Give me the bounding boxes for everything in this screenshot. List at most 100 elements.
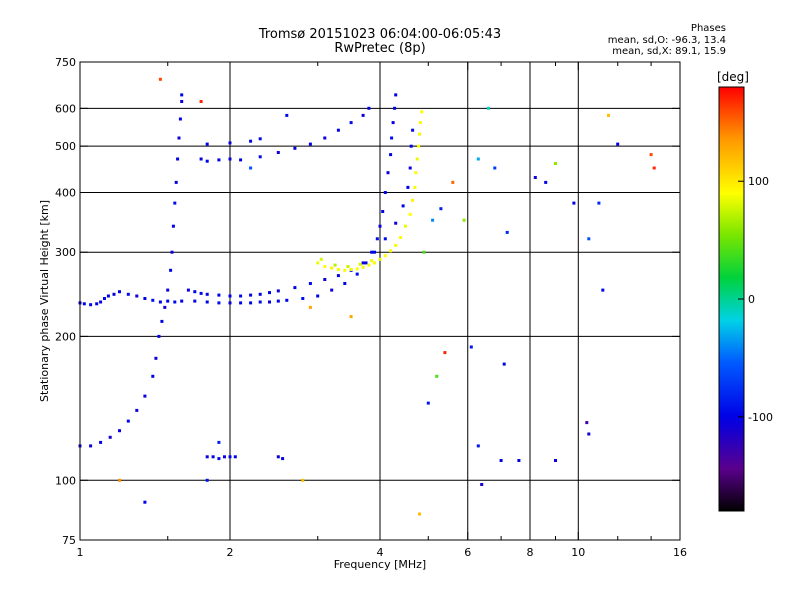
data-point <box>176 157 180 161</box>
data-point <box>106 294 110 298</box>
data-point <box>249 301 253 305</box>
data-point <box>414 171 418 175</box>
data-point <box>217 457 221 461</box>
data-point <box>330 266 334 270</box>
data-point <box>333 263 337 267</box>
data-point <box>316 294 320 298</box>
data-point <box>370 259 374 263</box>
colorbar-tick-label: 0 <box>748 293 755 306</box>
data-point <box>276 299 280 303</box>
data-point <box>390 136 394 140</box>
data-point <box>301 297 305 300</box>
data-point <box>118 478 121 482</box>
data-point <box>89 303 93 307</box>
data-point <box>103 297 106 300</box>
data-point <box>373 261 376 265</box>
data-point <box>418 121 422 125</box>
data-point <box>323 265 327 268</box>
data-point <box>281 457 285 461</box>
data-point <box>355 272 359 276</box>
data-point <box>276 289 280 293</box>
data-point <box>323 136 327 140</box>
data-point <box>180 100 184 103</box>
phases-o-stats: mean, sd,O: -96.3, 13.4 <box>607 35 726 46</box>
data-point <box>180 299 184 303</box>
data-point <box>349 315 353 319</box>
data-point <box>355 267 359 271</box>
data-point <box>177 136 181 140</box>
data-point <box>293 286 297 290</box>
data-point <box>205 300 209 304</box>
y-tick-label: 400 <box>55 186 76 199</box>
data-point <box>276 455 280 459</box>
data-point <box>373 250 376 254</box>
data-point <box>217 440 221 444</box>
data-point <box>426 401 430 405</box>
data-point <box>394 243 398 247</box>
data-point <box>370 250 374 254</box>
data-point <box>205 159 209 163</box>
data-point <box>408 166 412 170</box>
data-point <box>205 455 209 459</box>
data-point <box>439 207 443 211</box>
data-point <box>383 254 387 258</box>
data-point <box>367 263 371 267</box>
chart-title: Tromsø 20151023 06:04:00-06:05:43 <box>258 27 502 42</box>
y-tick-label: 500 <box>55 140 76 153</box>
data-point <box>258 137 262 141</box>
data-point <box>258 292 262 296</box>
x-tick-label: 2 <box>227 546 234 559</box>
data-point <box>587 237 591 241</box>
data-point <box>462 218 466 222</box>
y-tick-label: 750 <box>55 56 76 69</box>
data-point <box>502 362 506 366</box>
data-point <box>554 162 557 165</box>
data-point <box>346 265 350 268</box>
data-point <box>143 297 147 300</box>
data-point <box>285 298 289 302</box>
data-point <box>486 106 490 110</box>
data-point <box>533 176 537 179</box>
data-point <box>308 305 312 309</box>
data-point <box>228 157 232 161</box>
data-point <box>652 166 656 170</box>
data-point <box>308 282 312 285</box>
phases-title: Phases <box>690 23 726 34</box>
data-point <box>413 185 417 189</box>
data-point <box>173 300 177 304</box>
data-point <box>258 155 262 159</box>
data-point <box>389 249 393 253</box>
x-tick-label: 10 <box>571 546 585 559</box>
data-point <box>228 141 232 145</box>
data-point <box>393 106 397 110</box>
data-point <box>193 299 197 303</box>
data-point <box>408 212 412 216</box>
data-point <box>276 151 280 154</box>
data-point <box>383 237 387 241</box>
data-point <box>205 478 209 482</box>
data-point <box>170 250 174 254</box>
data-point <box>480 483 484 486</box>
data-point <box>193 290 197 294</box>
data-point <box>476 444 480 448</box>
data-point <box>406 185 410 189</box>
data-point <box>435 374 439 378</box>
data-point <box>499 459 503 462</box>
data-point <box>601 288 605 292</box>
data-point <box>205 292 209 296</box>
data-point <box>418 512 421 516</box>
x-tick-label: 6 <box>464 546 471 559</box>
data-point <box>217 158 221 162</box>
data-point <box>268 291 271 295</box>
data-point <box>323 278 327 281</box>
data-point <box>112 292 116 296</box>
data-point <box>469 345 473 349</box>
data-point <box>258 300 262 304</box>
data-point <box>411 198 415 202</box>
data-point <box>158 77 162 81</box>
data-point <box>217 301 221 305</box>
data-point <box>239 301 243 305</box>
data-point <box>285 113 289 117</box>
data-point <box>233 455 237 459</box>
data-point <box>163 305 167 309</box>
